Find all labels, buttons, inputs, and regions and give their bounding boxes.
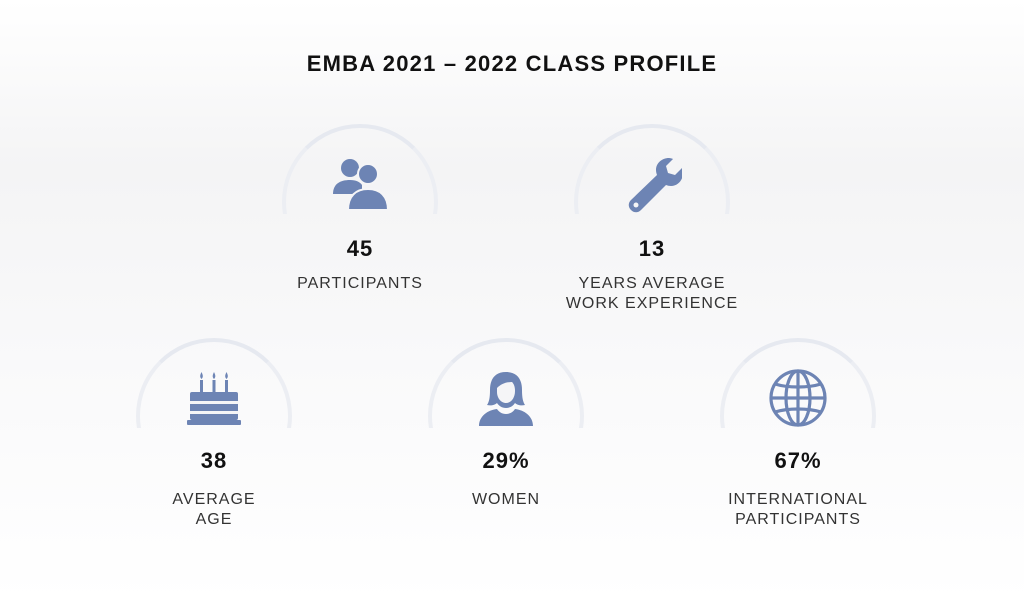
decorative-arc: [720, 338, 876, 428]
woman-icon: [476, 368, 536, 428]
globe-icon: [768, 368, 828, 428]
stat-average-age: 38 AVERAGE AGE: [114, 338, 314, 528]
stat-value: 45: [346, 236, 374, 261]
stat-label: YEARS AVERAGE WORK EXPERIENCE: [552, 274, 752, 314]
stat-label: PARTICIPANTS: [260, 274, 460, 294]
stat-work-experience: 13 YEARS AVERAGE WORK EXPERIENCE: [552, 124, 752, 314]
stat-international: 67% INTERNATIONAL PARTICIPANTS: [698, 338, 898, 528]
decorative-arc: [136, 338, 292, 428]
page-title: EMBA 2021 – 2022 CLASS PROFILE: [306, 51, 718, 76]
stat-label-line: WORK EXPERIENCE: [565, 295, 739, 312]
wrench-icon: [622, 154, 682, 214]
stat-value: 38: [200, 448, 228, 473]
stat-value: 67%: [774, 448, 822, 473]
stat-label: INTERNATIONAL PARTICIPANTS: [698, 490, 898, 530]
stat-label-line: PARTICIPANTS: [297, 275, 423, 292]
stat-label-line: AVERAGE: [172, 491, 256, 508]
stat-participants: 45 PARTICIPANTS: [260, 124, 460, 304]
decorative-arc: [428, 338, 584, 428]
birthday-cake-icon: [184, 368, 244, 428]
stat-label: WOMEN: [406, 490, 606, 510]
stat-label-line: AGE: [195, 511, 233, 528]
stat-label-line: PARTICIPANTS: [735, 511, 861, 528]
stat-value: 13: [638, 236, 666, 261]
stat-label: AVERAGE AGE: [114, 490, 314, 530]
stat-label-line: INTERNATIONAL: [728, 491, 868, 508]
stat-value: 29%: [482, 448, 530, 473]
decorative-arc: [282, 124, 438, 214]
stat-women: 29% WOMEN: [406, 338, 606, 528]
users-icon: [330, 154, 390, 214]
decorative-arc: [574, 124, 730, 214]
stat-label-line: WOMEN: [471, 491, 541, 508]
stat-label-line: YEARS AVERAGE: [578, 275, 726, 292]
